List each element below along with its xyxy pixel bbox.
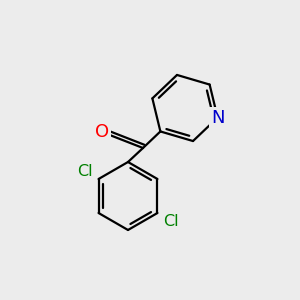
Text: Cl: Cl	[77, 164, 92, 178]
Text: Cl: Cl	[164, 214, 179, 229]
Text: O: O	[95, 123, 109, 141]
Text: N: N	[211, 109, 224, 127]
